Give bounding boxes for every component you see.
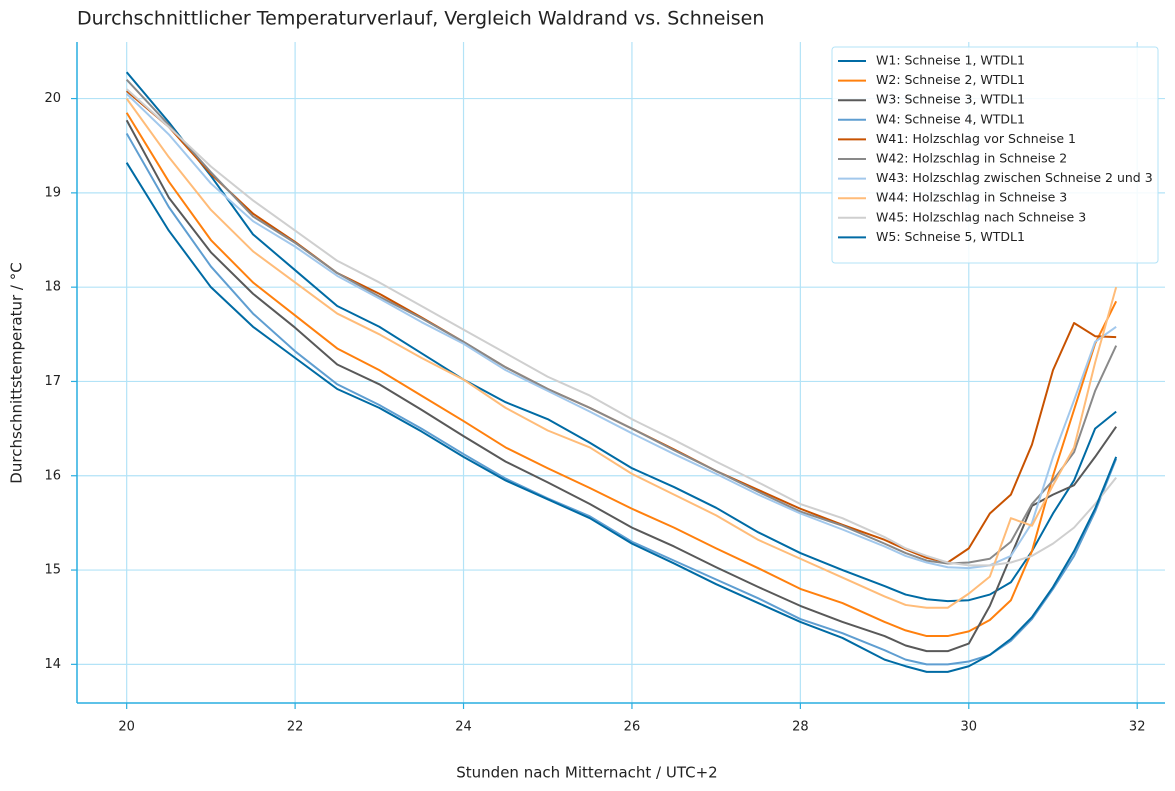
line-series xyxy=(125,132,1118,666)
x-tick-label: 24 xyxy=(455,720,472,735)
x-tick-label: 20 xyxy=(118,720,135,735)
legend-label: W4: Schneise 4, WTDL1 xyxy=(876,111,1025,126)
line-series xyxy=(125,71,1117,603)
legend-label: W2: Schneise 2, WTDL1 xyxy=(876,72,1025,87)
line-series xyxy=(125,97,1118,609)
y-tick-label: 15 xyxy=(44,563,61,578)
x-tick-label: 30 xyxy=(961,720,978,735)
line-series xyxy=(125,112,1118,638)
x-tick-label: 32 xyxy=(1129,720,1146,735)
y-tick-label: 16 xyxy=(44,468,61,483)
y-tick-label: 20 xyxy=(44,91,61,106)
y-tick-label: 14 xyxy=(44,657,61,672)
x-tick-label: 22 xyxy=(287,720,304,735)
x-tick-label: 26 xyxy=(624,720,641,735)
y-tick-label: 19 xyxy=(44,185,61,200)
legend-box xyxy=(831,46,1159,264)
legend-label: W41: Holzschlag vor Schneise 1 xyxy=(876,131,1076,146)
legend-label: W1: Schneise 1, WTDL1 xyxy=(876,53,1025,68)
line-series xyxy=(125,79,1118,565)
legend-label: W43: Holzschlag zwischen Schneise 2 und … xyxy=(876,170,1153,185)
chart-title: Durchschnittlicher Temperaturverlauf, Ve… xyxy=(77,8,764,30)
x-axis-label: Stunden nach Mitternacht / UTC+2 xyxy=(456,764,717,782)
legend-label: W45: Holzschlag nach Schneise 3 xyxy=(876,209,1086,224)
line-series xyxy=(125,162,1118,673)
y-tick-label: 18 xyxy=(44,280,61,295)
y-tick-label: 17 xyxy=(44,374,61,389)
line-series xyxy=(125,93,1117,570)
legend: W1: Schneise 1, WTDL1 W2: Schneise 2, WTD… xyxy=(831,46,1159,264)
x-tick-label: 28 xyxy=(792,720,809,735)
legend-label: W5: Schneise 5, WTDL1 xyxy=(876,229,1025,244)
legend-label: W44: Holzschlag in Schneise 3 xyxy=(876,190,1067,205)
line-series xyxy=(126,88,1117,567)
y-axis-label: Durchschnittstemperatur / °C xyxy=(8,262,26,483)
legend-label: W42: Holzschlag in Schneise 2 xyxy=(876,151,1067,166)
legend-label: W3: Schneise 3, WTDL1 xyxy=(876,92,1025,107)
line-series xyxy=(125,119,1117,653)
